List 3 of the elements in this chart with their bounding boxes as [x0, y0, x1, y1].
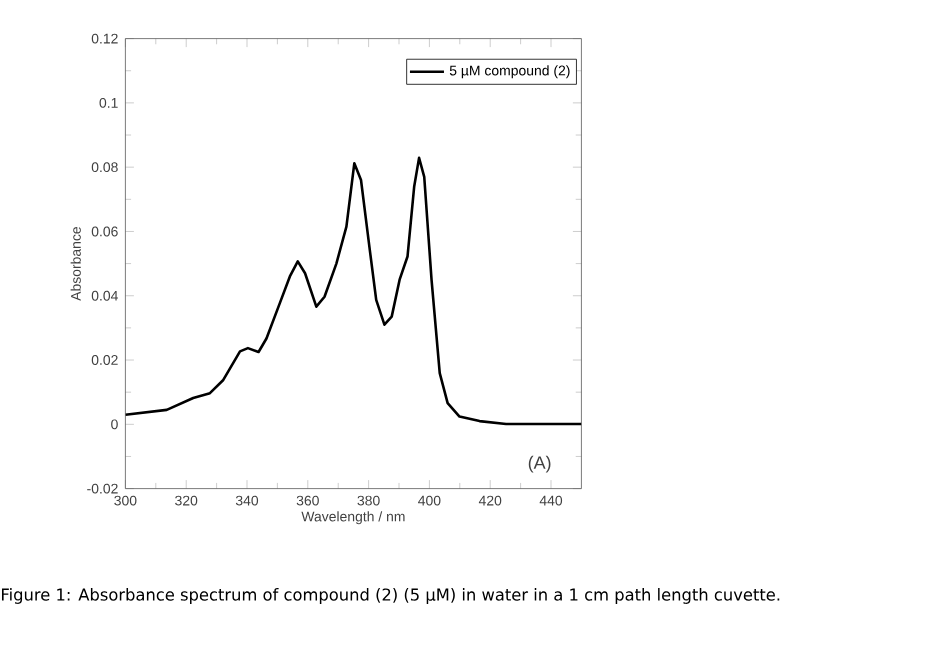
line-series — [125, 156, 582, 426]
caption: Figure 1: Absorbance spectrum of compound (2) (5 µM) in water in a 1 cm path length cuvette. — [1, 588, 780, 604]
annotation: (A) — [528, 455, 551, 473]
